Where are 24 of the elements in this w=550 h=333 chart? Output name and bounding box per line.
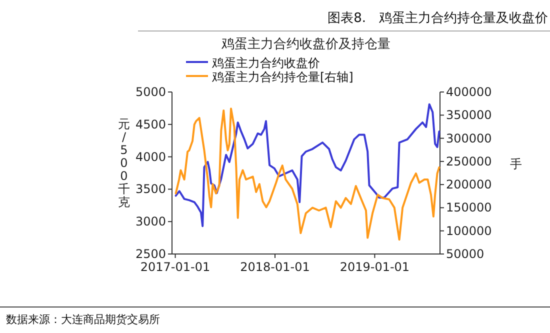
y2-tick-label: 200000 [446, 178, 492, 192]
x-tick-label: 2018-01-01 [240, 260, 310, 274]
y2-tick-label: 400000 [446, 85, 492, 99]
y-tick-label: 4500 [135, 117, 166, 132]
y-axis-title: 元/500千克 [118, 117, 130, 209]
y2-tick-label: 350000 [446, 108, 492, 122]
source-note: 数据来源：大连商品期货交易所 [6, 313, 160, 326]
x-tick-label: 2017-01-01 [140, 260, 210, 274]
chart-subtitle: 鸡蛋主力合约收盘价及持仓量 [220, 36, 390, 52]
y-tick-label: 3500 [135, 182, 166, 196]
y-tick-label: 3000 [135, 214, 166, 229]
y-tick-label: 4000 [135, 150, 166, 164]
x-tick-label: 2019-01-01 [340, 260, 410, 274]
y-tick-label: 2500 [135, 247, 166, 261]
y2-tick-label: 250000 [446, 154, 492, 168]
y2-tick-label: 50000 [446, 247, 484, 261]
y2-tick-label: 300000 [446, 131, 492, 146]
y2-axis-title: 手 [510, 157, 522, 171]
y2-tick-label: 150000 [446, 200, 492, 215]
legend-label: 鸡蛋主力合约持仓量[右轴] [211, 70, 354, 84]
legend-label: 鸡蛋主力合约收盘价 [211, 56, 320, 70]
y2-tick-label: 100000 [446, 224, 492, 238]
y-tick-label: 5000 [135, 85, 166, 99]
chart-title: 图表8. 鸡蛋主力合约持仓量及收盘价 [328, 10, 548, 26]
